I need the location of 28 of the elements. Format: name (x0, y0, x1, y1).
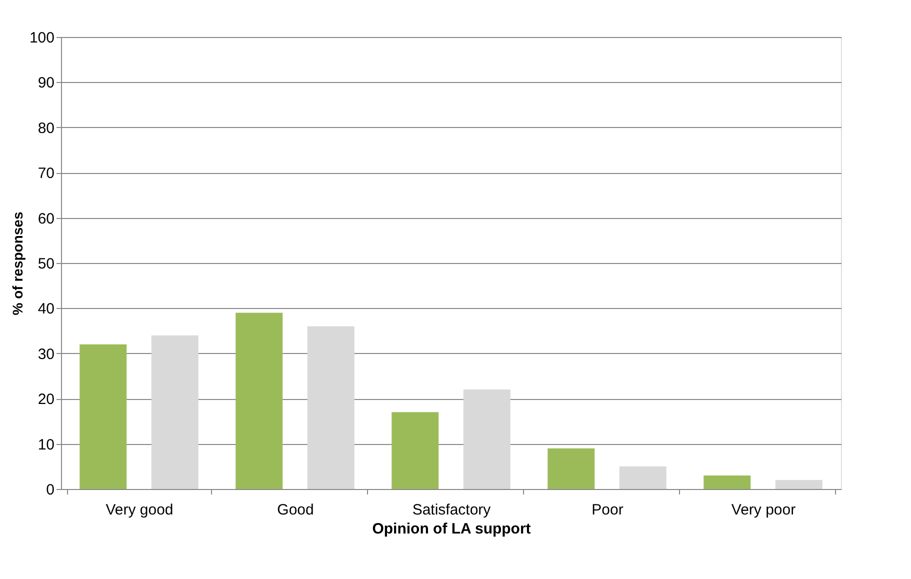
y-tick-label: 70 (38, 165, 54, 182)
bar (619, 466, 666, 489)
bar (548, 448, 595, 489)
x-axis-title: Opinion of LA support (372, 520, 531, 538)
bar (236, 312, 283, 489)
bar (80, 344, 127, 489)
bar (463, 390, 510, 489)
x-tick-label: Satisfactory (412, 502, 492, 518)
y-tick-label: 40 (38, 300, 54, 318)
y-tick-label: 80 (38, 120, 54, 137)
bar (392, 412, 439, 489)
y-axis-title: % of responses (9, 212, 26, 316)
x-tick-label: Very poor (731, 502, 796, 518)
x-tick-label: Good (277, 502, 314, 518)
y-tick-label: 60 (38, 210, 54, 228)
y-tick-label: 100 (29, 30, 54, 46)
bar (151, 335, 198, 489)
y-tick-label: 30 (38, 346, 54, 363)
x-tick-label: Poor (592, 502, 624, 518)
bar (775, 480, 822, 489)
x-tick-label: Very good (106, 502, 174, 518)
y-tick-label: 20 (38, 391, 54, 408)
bar (704, 475, 751, 489)
y-tick-label: 0 (46, 482, 54, 498)
y-tick-label: 10 (38, 436, 54, 454)
bar (307, 326, 354, 489)
y-tick-label: 50 (38, 256, 54, 272)
y-tick-label: 90 (38, 74, 54, 92)
